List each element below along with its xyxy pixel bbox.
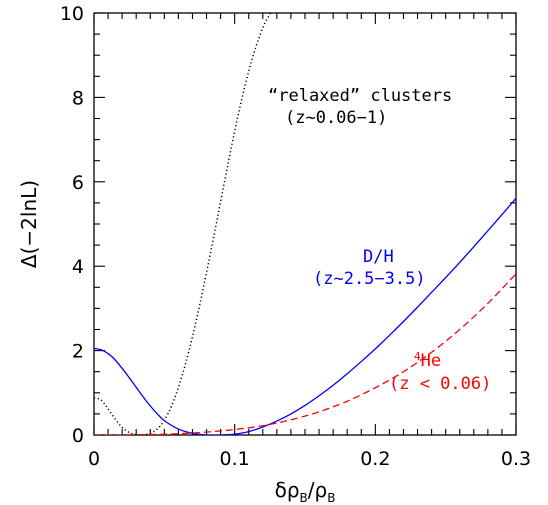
- x-axis-title-rho2: ρ: [315, 478, 328, 502]
- clusters-redshift-label: (z~0.06−1): [285, 108, 387, 128]
- x-tick-label: 0.2: [360, 448, 390, 470]
- x-axis-title-sub1: B: [300, 491, 308, 505]
- series-line-clusters: [94, 13, 272, 435]
- y-tick-label: 2: [72, 341, 84, 363]
- y-tick-label: 4: [72, 256, 84, 278]
- clusters-label: “relaxed” clusters: [268, 86, 452, 106]
- x-axis-title-sub2: B: [327, 491, 335, 505]
- x-axis-title: δρB/ρB: [275, 478, 336, 505]
- series-line-he4: [94, 273, 516, 435]
- tick-labels: 0 0.1 0.2 0.3 0 2 4 6 8 10: [60, 3, 531, 470]
- x-tick-label: 0: [88, 448, 100, 470]
- he4-redshift-label: (z < 0.06): [389, 374, 491, 394]
- x-tick-label: 0.3: [501, 448, 531, 470]
- y-tick-label: 10: [60, 3, 84, 25]
- dh-redshift-label: (z~2.5−3.5): [313, 269, 426, 289]
- y-tick-label: 0: [72, 425, 84, 447]
- x-axis-title-delta: δ: [275, 478, 287, 502]
- y-tick-label: 8: [72, 87, 84, 109]
- he4-symbol: He: [421, 351, 441, 371]
- series-group: [94, 13, 516, 435]
- he4-label: 4He: [414, 350, 441, 371]
- x-tick-label: 0.1: [220, 448, 250, 470]
- y-axis-title: Δ(−2lnL): [17, 180, 41, 268]
- dh-label: D/H: [363, 247, 394, 267]
- series-line-dh: [94, 197, 516, 435]
- axis-ticks: [93, 12, 517, 436]
- plot-frame: [93, 12, 517, 436]
- x-axis-title-slash: /: [308, 478, 315, 502]
- he4-superscript: 4: [414, 350, 421, 363]
- x-axis-title-rho1: ρ: [287, 478, 300, 502]
- y-tick-label: 6: [72, 172, 84, 194]
